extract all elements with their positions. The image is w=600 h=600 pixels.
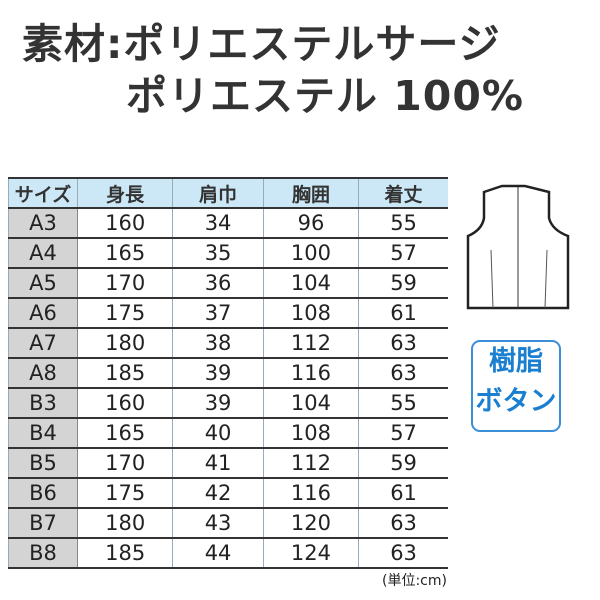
measurement-cell: 170 bbox=[76, 268, 173, 299]
table-row: A8 185 39 116 63 bbox=[8, 358, 448, 389]
table-row: B4 165 40 108 57 bbox=[8, 418, 448, 449]
table-header-row: サイズ 身長 肩巾 胸囲 着丈 bbox=[8, 177, 448, 209]
measurement-cell: 63 bbox=[358, 508, 448, 539]
size-cell: B6 bbox=[8, 478, 78, 509]
measurement-cell: 35 bbox=[172, 238, 264, 269]
measurement-cell: 180 bbox=[76, 328, 173, 359]
measurement-cell: 185 bbox=[76, 538, 173, 569]
measurement-cell: 160 bbox=[76, 208, 173, 239]
measurement-cell: 165 bbox=[76, 238, 173, 269]
table-row: B8 185 44 124 63 bbox=[8, 538, 448, 569]
size-cell: A4 bbox=[8, 238, 78, 269]
measurement-cell: 112 bbox=[262, 328, 359, 359]
measurement-cell: 42 bbox=[172, 478, 264, 509]
measurement-cell: 44 bbox=[172, 538, 264, 569]
column-header: 肩巾 bbox=[172, 177, 264, 209]
measurement-cell: 124 bbox=[262, 538, 359, 569]
column-header: 胸囲 bbox=[262, 177, 359, 209]
measurement-cell: 175 bbox=[76, 298, 173, 329]
table-row: B7 180 43 120 63 bbox=[8, 508, 448, 539]
size-table: サイズ 身長 肩巾 胸囲 着丈 A3 160 34 96 55 A4 165 35 100 57 A5 170… bbox=[8, 177, 448, 569]
size-cell: A8 bbox=[8, 358, 78, 389]
size-cell: A5 bbox=[8, 268, 78, 299]
measurement-cell: 180 bbox=[76, 508, 173, 539]
measurement-cell: 37 bbox=[172, 298, 264, 329]
unit-note: (単位:cm) bbox=[382, 573, 447, 589]
table-row: A5 170 36 104 59 bbox=[8, 268, 448, 299]
measurement-cell: 38 bbox=[172, 328, 264, 359]
column-header: サイズ bbox=[8, 177, 78, 209]
size-cell: A7 bbox=[8, 328, 78, 359]
column-header: 着丈 bbox=[358, 177, 448, 209]
measurement-cell: 59 bbox=[358, 268, 448, 299]
size-cell: B5 bbox=[8, 448, 78, 479]
measurement-cell: 63 bbox=[358, 328, 448, 359]
measurement-cell: 100 bbox=[262, 238, 359, 269]
measurement-cell: 39 bbox=[172, 388, 264, 419]
measurement-cell: 104 bbox=[262, 388, 359, 419]
measurement-cell: 165 bbox=[76, 418, 173, 449]
measurement-cell: 104 bbox=[262, 268, 359, 299]
table-row: A4 165 35 100 57 bbox=[8, 238, 448, 269]
measurement-cell: 40 bbox=[172, 418, 264, 449]
measurement-cell: 57 bbox=[358, 418, 448, 449]
table-row: B6 175 42 116 61 bbox=[8, 478, 448, 509]
measurement-cell: 57 bbox=[358, 238, 448, 269]
measurement-cell: 96 bbox=[262, 208, 359, 239]
table-row: B5 170 41 112 59 bbox=[8, 448, 448, 479]
measurement-cell: 55 bbox=[358, 388, 448, 419]
size-cell: B4 bbox=[8, 418, 78, 449]
measurement-cell: 175 bbox=[76, 478, 173, 509]
measurement-cell: 36 bbox=[172, 268, 264, 299]
size-cell: B8 bbox=[8, 538, 78, 569]
measurement-cell: 61 bbox=[358, 478, 448, 509]
measurement-cell: 39 bbox=[172, 358, 264, 389]
table-row: B3 160 39 104 55 bbox=[8, 388, 448, 419]
material-composition: ポリエステル 100% bbox=[126, 72, 524, 120]
measurement-cell: 41 bbox=[172, 448, 264, 479]
column-header: 身長 bbox=[76, 177, 173, 209]
measurement-cell: 63 bbox=[358, 538, 448, 569]
table-row: A6 175 37 108 61 bbox=[8, 298, 448, 329]
measurement-cell: 108 bbox=[262, 298, 359, 329]
measurement-cell: 170 bbox=[76, 448, 173, 479]
size-cell: A3 bbox=[8, 208, 78, 239]
measurement-cell: 116 bbox=[262, 478, 359, 509]
measurement-cell: 120 bbox=[262, 508, 359, 539]
table-row: A7 180 38 112 63 bbox=[8, 328, 448, 359]
measurement-cell: 63 bbox=[358, 358, 448, 389]
measurement-cell: 34 bbox=[172, 208, 264, 239]
measurement-cell: 185 bbox=[76, 358, 173, 389]
size-cell: B7 bbox=[8, 508, 78, 539]
measurement-cell: 61 bbox=[358, 298, 448, 329]
measurement-cell: 160 bbox=[76, 388, 173, 419]
measurement-cell: 55 bbox=[358, 208, 448, 239]
measurement-cell: 112 bbox=[262, 448, 359, 479]
table-row: A3 160 34 96 55 bbox=[8, 208, 448, 239]
badge-line2: ボタン bbox=[475, 386, 557, 417]
measurement-cell: 116 bbox=[262, 358, 359, 389]
size-cell: A6 bbox=[8, 298, 78, 329]
vest-back-illustration bbox=[466, 184, 570, 310]
measurement-cell: 108 bbox=[262, 418, 359, 449]
badge-line1: 樹脂 bbox=[489, 346, 543, 377]
measurement-cell: 59 bbox=[358, 448, 448, 479]
material-title: 素材:ポリエステルサージ bbox=[22, 20, 501, 68]
measurement-cell: 43 bbox=[172, 508, 264, 539]
size-cell: B3 bbox=[8, 388, 78, 419]
resin-button-badge: 樹脂 ボタン bbox=[471, 340, 561, 432]
